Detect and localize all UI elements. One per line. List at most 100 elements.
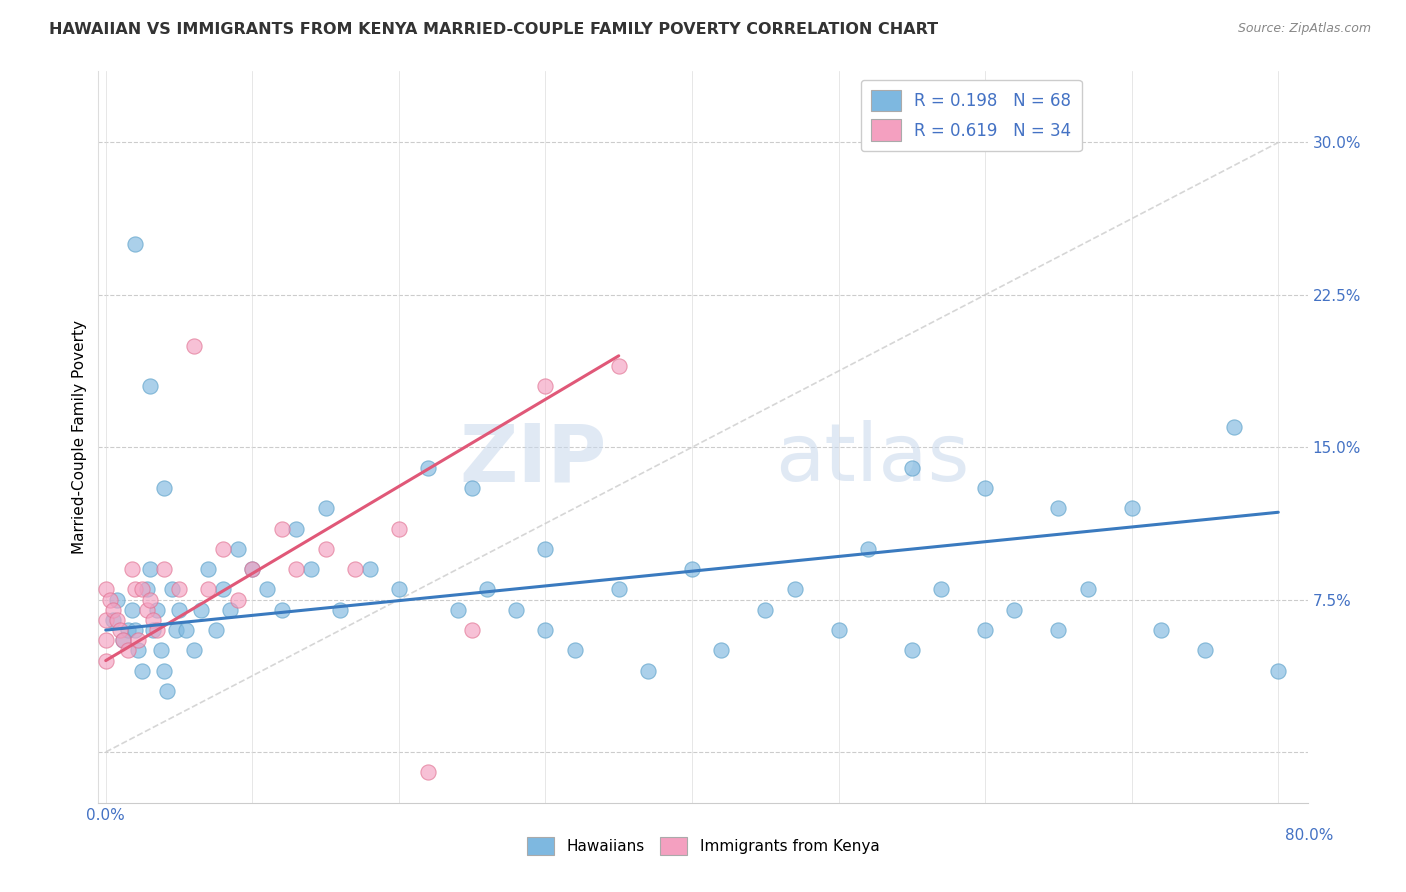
Point [212, 541, 235, 556]
Point [256, 582, 278, 597]
Point [124, 623, 146, 637]
Point [901, 460, 924, 475]
Point [388, 582, 411, 597]
Point [101, 603, 124, 617]
Point [146, 603, 169, 617]
Point [142, 613, 165, 627]
Point [124, 237, 146, 252]
Point [197, 562, 219, 576]
Point [240, 562, 263, 576]
Point [901, 643, 924, 657]
Point [1077, 582, 1099, 597]
Point [107, 592, 129, 607]
Point [1223, 420, 1246, 434]
Point [138, 379, 160, 393]
Point [754, 603, 776, 617]
Point [607, 582, 630, 597]
Point [107, 613, 129, 627]
Legend: Hawaiians, Immigrants from Kenya: Hawaiians, Immigrants from Kenya [520, 831, 886, 861]
Point [446, 603, 468, 617]
Point [681, 562, 703, 576]
Point [1004, 603, 1026, 617]
Point [183, 643, 205, 657]
Point [110, 623, 132, 637]
Point [974, 623, 997, 637]
Point [153, 562, 176, 576]
Point [124, 582, 146, 597]
Point [204, 623, 226, 637]
Point [343, 562, 366, 576]
Point [98, 592, 121, 607]
Point [564, 643, 586, 657]
Point [138, 562, 160, 576]
Point [121, 562, 143, 576]
Point [534, 541, 557, 556]
Point [270, 603, 292, 617]
Point [112, 633, 135, 648]
Text: 80.0%: 80.0% [1285, 828, 1333, 843]
Point [827, 623, 849, 637]
Point [783, 582, 806, 597]
Point [94, 582, 117, 597]
Point [388, 521, 411, 535]
Point [270, 521, 292, 535]
Point [315, 501, 337, 516]
Point [127, 643, 149, 657]
Point [153, 481, 176, 495]
Point [127, 633, 149, 648]
Point [856, 541, 879, 556]
Point [197, 582, 219, 597]
Point [1121, 501, 1143, 516]
Text: ZIP: ZIP [458, 420, 606, 498]
Point [160, 582, 183, 597]
Y-axis label: Married-Couple Family Poverty: Married-Couple Family Poverty [72, 320, 87, 554]
Point [112, 633, 135, 648]
Point [315, 541, 337, 556]
Point [461, 623, 484, 637]
Point [219, 603, 242, 617]
Point [150, 643, 173, 657]
Point [153, 664, 176, 678]
Point [226, 541, 249, 556]
Point [142, 623, 165, 637]
Point [1194, 643, 1216, 657]
Point [226, 592, 249, 607]
Point [359, 562, 381, 576]
Text: Source: ZipAtlas.com: Source: ZipAtlas.com [1237, 22, 1371, 36]
Point [156, 684, 179, 698]
Point [94, 633, 117, 648]
Point [637, 664, 659, 678]
Point [285, 521, 308, 535]
Text: atlas: atlas [776, 420, 970, 498]
Point [135, 603, 157, 617]
Text: HAWAIIAN VS IMMIGRANTS FROM KENYA MARRIED-COUPLE FAMILY POVERTY CORRELATION CHAR: HAWAIIAN VS IMMIGRANTS FROM KENYA MARRIE… [49, 22, 938, 37]
Point [1047, 501, 1070, 516]
Point [94, 613, 117, 627]
Point [974, 481, 997, 495]
Point [534, 379, 557, 393]
Point [176, 623, 198, 637]
Point [1267, 664, 1289, 678]
Point [461, 481, 484, 495]
Point [1150, 623, 1173, 637]
Point [329, 603, 352, 617]
Point [534, 623, 557, 637]
Point [212, 582, 235, 597]
Point [101, 613, 124, 627]
Point [240, 562, 263, 576]
Point [190, 603, 212, 617]
Point [505, 603, 527, 617]
Point [121, 603, 143, 617]
Point [167, 582, 190, 597]
Point [131, 664, 153, 678]
Point [285, 562, 308, 576]
Point [135, 582, 157, 597]
Point [94, 654, 117, 668]
Point [117, 643, 139, 657]
Point [131, 582, 153, 597]
Point [475, 582, 498, 597]
Point [146, 623, 169, 637]
Point [299, 562, 322, 576]
Point [710, 643, 733, 657]
Point [117, 623, 139, 637]
